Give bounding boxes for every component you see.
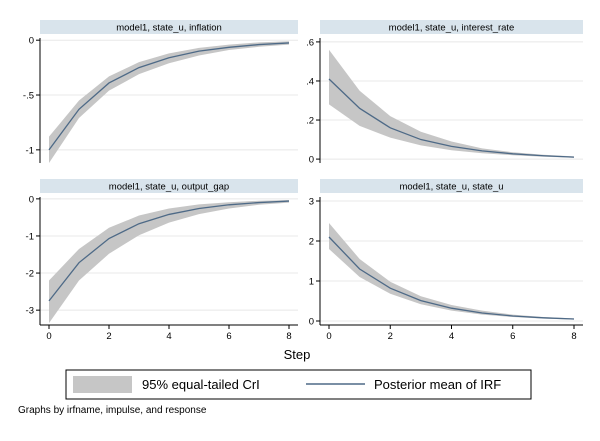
graph-note: Graphs by irfname, impulse, and response (18, 405, 207, 416)
legend-band-label: 95% equal-tailed CrI (142, 377, 260, 392)
y-tick-label: -3 (26, 306, 34, 317)
y-tick-label: .2 (306, 116, 314, 127)
plot-area (320, 197, 583, 325)
cri-band (329, 49, 574, 158)
y-tick-label: -.5 (23, 91, 34, 102)
x-tick-label: 2 (388, 331, 393, 342)
panels-group: model1, state_u, inflation-1-.50model1, … (23, 20, 583, 342)
y-tick-label: 2 (309, 237, 314, 248)
y-tick-label: -2 (26, 269, 34, 280)
posterior-mean-line (328, 236, 575, 320)
x-tick-label: 0 (46, 331, 51, 342)
posterior-mean-line (48, 200, 290, 302)
legend-line-label: Posterior mean of IRF (374, 377, 501, 392)
y-tick-label: .4 (306, 76, 314, 87)
legend-band-swatch (73, 376, 132, 393)
panel-title: model1, state_u, output_gap (109, 182, 229, 193)
x-tick-label: 8 (286, 331, 291, 342)
panel-interest-rate: model1, state_u, interest_rate 0 .2 .4 .6 (306, 20, 583, 166)
y-tick-label: 1 (309, 277, 314, 288)
y-tick-label: -1 (26, 145, 34, 156)
panel-title-bar (40, 179, 298, 193)
y-tick-label: .6 (306, 37, 314, 48)
y-tick-label: 0 (309, 155, 314, 166)
legend-box (65, 369, 532, 400)
x-tick-label: 2 (106, 331, 111, 342)
x-tick-label: 8 (571, 331, 576, 342)
x-tick-label: 6 (226, 331, 231, 342)
posterior-mean-line (328, 78, 575, 158)
panel-state-u: model1, state_u, state_u 0 1 2 3 0 2 4 6 8 (309, 179, 583, 342)
y-tick-label: -1 (26, 231, 34, 242)
y-tick-label: 3 (309, 197, 314, 208)
panel-title: model1, state_u, interest_rate (389, 23, 515, 34)
x-tick-label: 4 (449, 331, 454, 342)
legend: 95% equal-tailed CrI Posterior mean of I… (65, 369, 532, 400)
panel-inflation: model1, state_u, inflation -1 -.5 0 (23, 20, 298, 163)
y-tick-label: 0 (29, 36, 34, 47)
panel-title-bar (320, 20, 583, 34)
panel-title-bar (40, 20, 298, 34)
y-tick-label: 0 (309, 317, 314, 328)
posterior-mean-line (48, 42, 290, 151)
x-tick-label: 4 (166, 331, 171, 342)
x-axis-label: Step (284, 347, 311, 362)
x-tick-label: 6 (510, 331, 515, 342)
x-tick-label: 0 (326, 331, 331, 342)
cri-band (49, 199, 289, 324)
panel-title: model1, state_u, state_u (399, 182, 503, 193)
panel-output-gap: model1, state_u, output_gap -3 -2 -1 0 0 2 4 6 8 (26, 179, 298, 342)
y-tick-label: 0 (29, 194, 34, 205)
panel-title: model1, state_u, inflation (116, 23, 222, 34)
panel-title-bar (320, 179, 583, 193)
